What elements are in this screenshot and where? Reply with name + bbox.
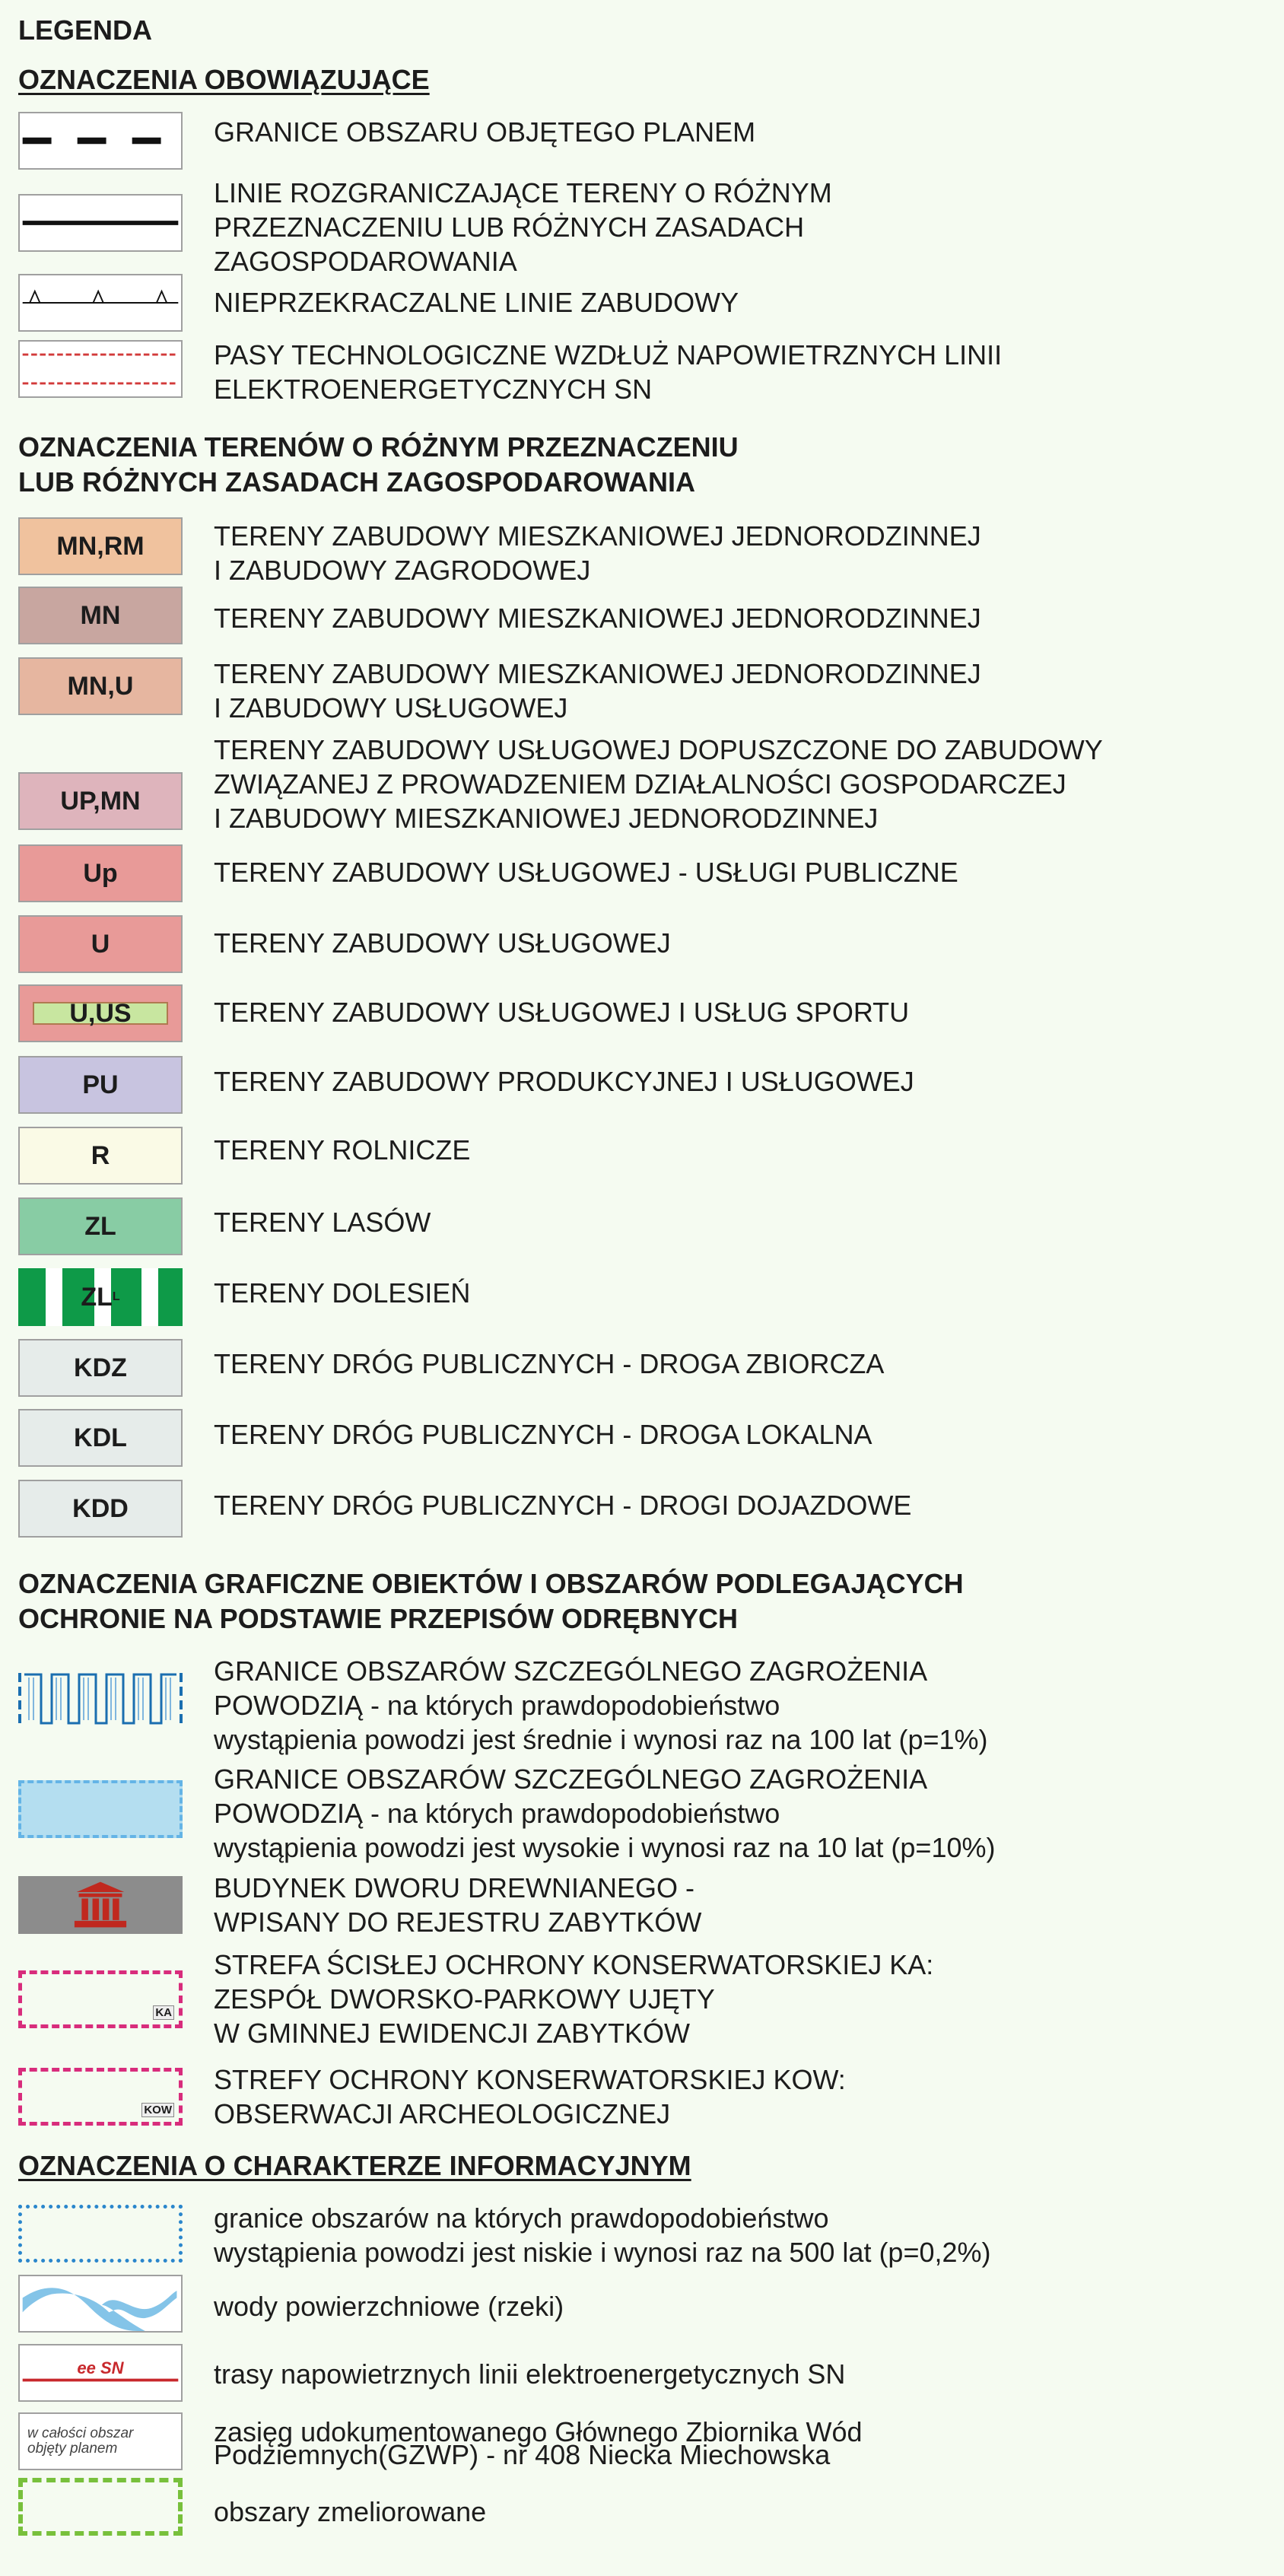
land-use-swatch: PU — [18, 1056, 183, 1114]
legend-item-label: PASY TECHNOLOGICZNE WZDŁUŻ NAPOWIETRZNYC… — [214, 339, 1003, 405]
legend-item-label: TERENY DOLESIEŃ — [214, 1277, 471, 1309]
land-use-swatch: KDZ — [18, 1339, 183, 1397]
legend-item-label: TERENY ZABUDOWY USŁUGOWEJ - USŁUGI PUBLI… — [214, 857, 958, 888]
legend-item-label: TERENY ZABUDOWY USŁUGOWEJ I USŁUG SPORTU — [214, 997, 910, 1028]
monument-building-icon — [74, 1881, 127, 1928]
legend-item-label: GRANICE OBSZARÓW SZCZEGÓLNEGO ZAGROŻENIA… — [214, 1763, 996, 1863]
legend-item-label: wody powierzchniowe (rzeki) — [214, 2291, 564, 2322]
land-use-swatch: Up — [18, 844, 183, 902]
land-use-swatch: MN — [18, 587, 183, 644]
demarcation-line-symbol — [18, 194, 183, 252]
land-use-swatch: UP,MN — [18, 772, 183, 830]
afforestation-swatch: ZL L — [18, 1268, 183, 1326]
land-use-swatch: U — [18, 915, 183, 973]
legend-item-label: TERENY ROLNICZE — [214, 1134, 471, 1166]
section-heading-binding: OZNACZENIA OBOWIĄZUJĄCE — [18, 64, 430, 95]
monument-symbol — [18, 1876, 183, 1934]
flood-10pct-symbol — [18, 1780, 183, 1838]
land-use-swatch: ZL — [18, 1197, 183, 1255]
legend-item-label: trasy napowietrznych linii elektroenerge… — [214, 2358, 846, 2390]
surface-water-symbol — [18, 2275, 183, 2333]
legend-item-label: STREFY OCHRONY KONSERWATORSKIEJ KOW: OBSE… — [214, 2064, 846, 2129]
flood-1pct-symbol — [18, 1670, 183, 1728]
legend-item-label: TERENY ZABUDOWY PRODUKCYJNEJ I USŁUGOWEJ — [214, 1066, 914, 1097]
swatch-subscript: L — [112, 1290, 120, 1303]
sport-inner-swatch: U,US — [33, 999, 168, 1028]
river-icon — [22, 2288, 177, 2331]
land-use-swatch: MN,U — [18, 657, 183, 715]
legend-item-label: TERENY LASÓW — [214, 1207, 431, 1238]
legend-item-label: GRANICE OBSZARÓW SZCZEGÓLNEGO ZAGROŻENIA… — [214, 1655, 988, 1755]
legend-item-label: zasięg udokumentowanego Głównego Zbiorni… — [214, 2416, 863, 2470]
legend-title: LEGENDA — [18, 14, 153, 46]
conservation-zone-ka-symbol: KA — [18, 1970, 183, 2028]
legend-item-label: granice obszarów na których prawdopodobi… — [214, 2202, 991, 2268]
power-line-symbol: ee SN — [18, 2344, 183, 2402]
legend-item-label: TERENY ZABUDOWY USŁUGOWEJ DOPUSZCZONE DO… — [214, 734, 1103, 834]
legend-item-label: NIEPRZEKRACZALNE LINIE ZABUDOWY — [214, 287, 739, 318]
legend-item-label: STREFA ŚCISŁEJ OCHRONY KONSERWATORSKIEJ … — [214, 1949, 934, 2049]
legend-item-label: TERENY ZABUDOWY MIESZKANIOWEJ JEDNORODZI… — [214, 658, 981, 724]
technology-belt-symbol — [18, 340, 183, 398]
legend-item-label: GRANICE OBSZARU OBJĘTEGO PLANEM — [214, 116, 756, 148]
section-heading-land-use: OZNACZENIA TERENÓW O RÓŻNYM PRZEZNACZENI… — [18, 431, 739, 498]
zone-tag: KOW — [141, 2103, 174, 2117]
zone-tag: KA — [153, 2005, 174, 2020]
gzwp-tag: objęty planem — [27, 2441, 118, 2457]
legend-item-label: TERENY ZABUDOWY USŁUGOWEJ — [214, 927, 671, 959]
legend-item-label: BUDYNEK DWORU DREWNIANEGO - WPISANY DO RE… — [214, 1872, 702, 1938]
legend-item-label: obszary zmeliorowane — [214, 2496, 487, 2527]
legend-item-label: TERENY DRÓG PUBLICZNYCH - DROGA LOKALNA — [214, 1419, 872, 1450]
legend-item-label: LINIE ROZGRANICZAJĄCE TERENY O RÓŻNYM PRZ… — [214, 177, 832, 277]
land-use-swatch: KDL — [18, 1409, 183, 1467]
swatch-code: ZL — [81, 1282, 113, 1312]
legend-item-label: TERENY DRÓG PUBLICZNYCH - DROGI DOJAZDOW… — [214, 1490, 912, 1521]
building-line-symbol — [18, 274, 183, 332]
legend-item-label: TERENY ZABUDOWY MIESZKANIOWEJ JEDNORODZI… — [214, 603, 981, 634]
plan-boundary-symbol — [18, 112, 183, 170]
legend-item-label: TERENY DRÓG PUBLICZNYCH - DROGA ZBIORCZA — [214, 1348, 885, 1379]
conservation-zone-kow-symbol: KOW — [18, 2068, 183, 2126]
land-use-swatch: U,US — [18, 984, 183, 1042]
section-heading-protection: OZNACZENIA GRAFICZNE OBIEKTÓW I OBSZARÓW… — [18, 1568, 964, 1634]
gzwp-symbol: w całości obszar objęty planem — [18, 2412, 183, 2470]
land-use-swatch: R — [18, 1127, 183, 1185]
legend-item-label: TERENY ZABUDOWY MIESZKANIOWEJ JEDNORODZI… — [214, 520, 981, 586]
land-use-swatch: MN,RM — [18, 517, 183, 575]
power-line-tag: ee SN — [77, 2358, 124, 2377]
land-use-swatch: KDD — [18, 1480, 183, 1538]
flood-02pct-symbol — [18, 2205, 183, 2263]
gzwp-tag: w całości obszar — [27, 2425, 134, 2441]
section-heading-informational: OZNACZENIA O CHARAKTERZE INFORMACYJNYM — [18, 2150, 691, 2181]
drained-area-symbol — [18, 2478, 183, 2536]
